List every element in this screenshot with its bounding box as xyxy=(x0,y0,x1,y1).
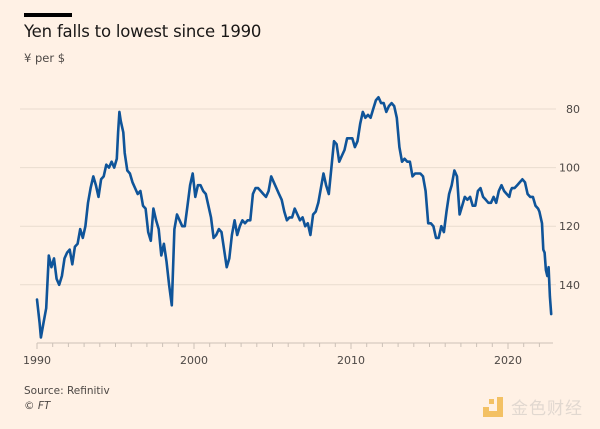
yen-per-dollar-line xyxy=(35,96,553,339)
x-tick-label: 2020 xyxy=(494,354,522,367)
y-tick-label: 140 xyxy=(559,279,580,292)
y-axis-labels: 80 100 120 140 xyxy=(559,103,580,292)
y-tick-label: 100 xyxy=(559,162,580,175)
watermark-logo: 金色财经 xyxy=(483,394,583,419)
title-accent-bar xyxy=(24,13,72,17)
chart-title: Yen falls to lowest since 1990 xyxy=(24,22,262,41)
x-axis: 1990 2000 2010 2020 xyxy=(23,342,553,367)
y-tick-label: 120 xyxy=(559,220,580,233)
chart-subtitle: ¥ per $ xyxy=(24,51,66,65)
x-tick-label: 2000 xyxy=(180,354,208,367)
watermark-text: 金色财经 xyxy=(511,399,583,419)
copyright-note: © FT xyxy=(24,400,51,412)
source-note: Source: Refinitiv xyxy=(24,385,110,397)
watermark-mark-icon xyxy=(483,396,503,417)
y-tick-label: 80 xyxy=(566,103,580,116)
series xyxy=(35,96,553,339)
x-tick-label: 2010 xyxy=(337,354,365,367)
x-tick-label: 1990 xyxy=(23,354,51,367)
